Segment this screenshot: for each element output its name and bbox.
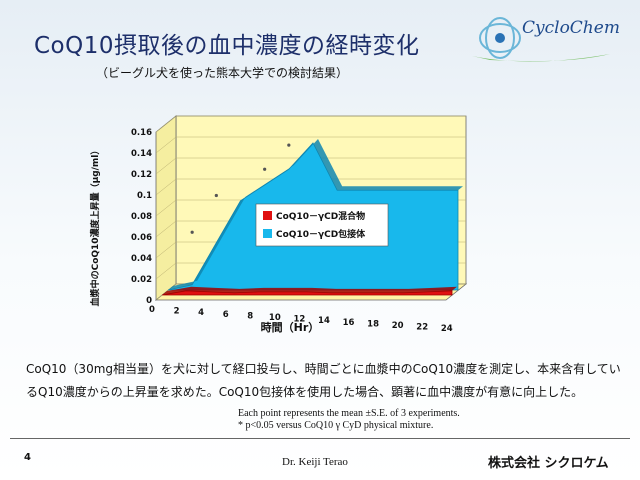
y-tick-label: 0.08 (131, 212, 152, 222)
data-point (287, 143, 291, 147)
page-title: CoQ10摂取後の血中濃度の経時変化 (34, 33, 420, 59)
x-tick-label: 0 (149, 305, 155, 315)
gridline-side (155, 241, 177, 259)
gridline-side (155, 157, 177, 175)
legend-swatch-complex (263, 229, 272, 238)
area-physical-mixture-top (162, 286, 457, 295)
x-tick-label: 12 (293, 315, 305, 325)
y-tick-label: 0.06 (131, 233, 152, 243)
legend-swatch-mixture (263, 211, 272, 220)
x-tick-label: 6 (223, 310, 229, 320)
legend-label-complex: CoQ10－γCD包接体 (276, 228, 366, 240)
concentration-chart: 00.020.040.060.080.10.120.140.16 0 2 4 6 8 10… (89, 115, 468, 334)
y-tick-label: 0.1 (137, 191, 152, 201)
y-tick-label: 0 (146, 296, 152, 306)
footer-divider (10, 438, 630, 439)
cyclochem-logo (472, 17, 610, 62)
data-point (190, 230, 194, 234)
legend: CoQ10－γCD混合物 CoQ10－γCD包接体 (255, 203, 389, 247)
x-tick-label: 18 (367, 319, 379, 329)
y-tick-label: 0.14 (131, 149, 152, 159)
description-text: CoQ10（30mg相当量）を犬に対して経口投与し、時間ごとに血漿中のCoQ10… (26, 362, 621, 399)
gridline-side (155, 262, 177, 280)
gridline-side (155, 178, 177, 196)
author-name: Dr. Keiji Terao (282, 456, 348, 468)
x-axis-ticks: 0 2 4 6 8 10 12 14 16 18 20 22 24 (149, 305, 453, 334)
data-point (214, 193, 218, 198)
x-tick-label: 16 (343, 318, 355, 328)
footnote-significance: * p<0.05 versus CoQ10 γ CyD physical mix… (238, 420, 434, 431)
company-name: 株式会社 シクロケム (488, 456, 609, 471)
y-tick-label: 0.02 (131, 275, 152, 285)
x-tick-label: 24 (441, 324, 453, 334)
y-axis-label: 血漿中のCoQ10濃度上昇量（μg/ml） (89, 146, 101, 307)
x-axis-label: 時間（Hr） (261, 320, 320, 334)
x-tick-label: 4 (198, 308, 204, 318)
x-tick-label: 2 (174, 307, 180, 317)
gridline-side (155, 199, 177, 217)
x-tick-label: 8 (247, 311, 253, 321)
gridline-side (155, 220, 177, 238)
gridline-side (155, 136, 177, 154)
logo-text: CycloChem (522, 18, 620, 38)
x-tick-label: 20 (392, 321, 404, 331)
x-tick-label: 22 (416, 323, 428, 333)
x-tick-label: 14 (318, 316, 330, 326)
x-tick-label: 10 (269, 313, 281, 323)
page-subtitle: （ビーグル犬を使った熊本大学での検討結果） (96, 66, 349, 80)
legend-label-mixture: CoQ10－γCD混合物 (276, 210, 365, 222)
series-physical-mixture (161, 286, 457, 296)
y-tick-label: 0.16 (131, 128, 152, 138)
y-tick-label: 0.12 (131, 170, 152, 180)
y-tick-label: 0.04 (131, 254, 152, 264)
gridline-side (155, 115, 177, 133)
footnote-mean: Each point represents the mean ±S.E. of … (238, 408, 460, 419)
y-axis-ticks: 0 0.02 0.04 0.06 0.08 0.1 0.12 0.14 0.16 (131, 128, 152, 306)
page-number: 4 (24, 452, 31, 463)
footnotes: Each point represents the mean ±S.E. of … (238, 408, 460, 432)
data-point (263, 167, 267, 171)
data-points (190, 143, 291, 234)
